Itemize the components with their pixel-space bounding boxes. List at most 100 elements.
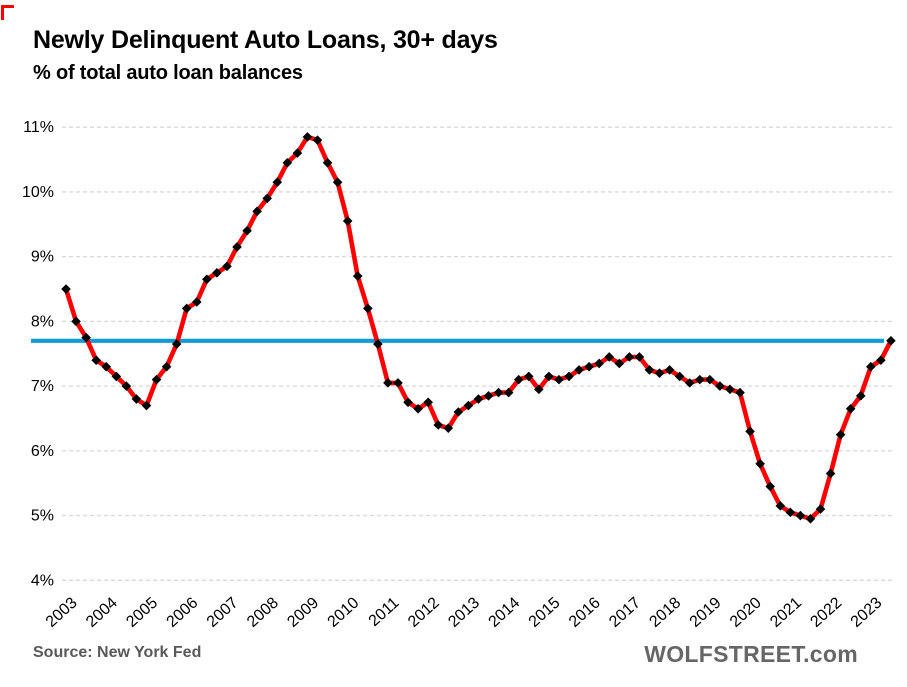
x-axis-tick-label: 2010 <box>325 594 363 631</box>
data-point-marker <box>584 361 594 372</box>
x-axis-tick-label: 2017 <box>606 594 644 631</box>
data-point-marker <box>232 242 242 252</box>
data-point-marker <box>886 335 896 346</box>
data-point-marker <box>513 374 524 385</box>
data-point-marker <box>674 371 685 382</box>
data-point-marker <box>373 339 383 349</box>
x-axis-tick-label: 2021 <box>767 594 805 631</box>
x-axis-tick-label: 2005 <box>123 594 161 631</box>
data-point-marker <box>191 297 202 307</box>
data-point-marker <box>614 358 625 369</box>
chart-subtitle: % of total auto loan balances <box>33 62 303 84</box>
data-point-marker <box>413 403 423 414</box>
data-point-marker <box>604 352 615 362</box>
data-point-marker <box>855 391 866 401</box>
data-point-marker <box>876 355 886 366</box>
data-point-marker <box>815 504 826 514</box>
data-point-marker <box>433 420 444 430</box>
y-axis-tick-label: 7% <box>31 378 54 395</box>
data-point-marker <box>292 148 303 158</box>
data-point-marker <box>302 132 313 142</box>
data-point-marker <box>212 268 222 278</box>
data-point-marker <box>594 358 604 369</box>
y-axis-tick-label: 4% <box>31 572 54 589</box>
watermark-label: WOLFSTREET.com <box>644 641 858 667</box>
data-point-marker <box>383 378 393 388</box>
data-point-marker <box>735 387 745 398</box>
data-line <box>63 134 894 522</box>
data-point-marker <box>141 400 152 411</box>
data-point-marker <box>282 157 293 168</box>
x-axis-tick-label: 2022 <box>807 594 845 631</box>
data-point-marker <box>61 284 71 294</box>
data-point-marker <box>634 352 645 362</box>
x-axis-tick-label: 2007 <box>204 594 242 631</box>
red-corner-mark <box>1 5 14 20</box>
data-point-marker <box>554 374 564 385</box>
data-point-marker <box>624 352 635 362</box>
data-point-marker <box>342 216 353 226</box>
data-point-marker <box>473 394 484 404</box>
data-point-marker <box>423 397 433 408</box>
y-axis-tick-label: 8% <box>31 313 54 330</box>
data-point-marker <box>352 271 363 281</box>
data-point-marker <box>866 361 876 372</box>
x-axis-tick-label: 2013 <box>445 594 483 631</box>
data-point-marker <box>171 339 182 349</box>
data-point-marker <box>805 514 816 524</box>
data-point-marker <box>574 365 584 375</box>
data-point-marker <box>101 361 112 372</box>
data-point-marker <box>765 481 775 492</box>
data-point-marker <box>252 206 262 217</box>
data-point-marker <box>503 387 514 398</box>
x-axis-tick-label: 2006 <box>164 594 202 631</box>
data-point-marker <box>694 374 705 385</box>
x-axis-tick-label: 2008 <box>244 594 282 631</box>
data-point-marker <box>493 387 504 398</box>
data-point-marker <box>91 355 101 366</box>
data-point-marker <box>393 378 403 388</box>
data-point-marker <box>202 274 212 285</box>
x-axis-tick-label: 2016 <box>566 594 604 631</box>
data-point-marker <box>483 391 494 401</box>
y-axis-tick-label: 5% <box>31 508 54 525</box>
data-point-marker <box>443 423 454 433</box>
data-point-marker <box>242 225 252 236</box>
x-axis-tick-label: 2020 <box>727 594 765 631</box>
x-axis-tick-label: 2018 <box>646 594 684 631</box>
data-point-marker <box>151 374 162 385</box>
data-point-marker <box>161 361 172 372</box>
y-axis-tick-label: 6% <box>31 443 54 460</box>
y-axis-tick-label: 10% <box>22 184 54 201</box>
data-point-marker <box>705 374 715 385</box>
data-point-marker <box>222 261 232 272</box>
data-point-marker <box>332 177 343 188</box>
x-axis-tick-label: 2004 <box>83 594 121 631</box>
data-point-marker <box>181 303 192 314</box>
data-point-marker <box>775 501 786 511</box>
data-point-marker <box>534 384 544 395</box>
data-point-marker <box>272 177 283 188</box>
data-point-marker <box>795 510 806 521</box>
data-point-marker <box>363 303 373 314</box>
data-point-marker <box>403 397 413 408</box>
data-point-marker <box>111 371 122 382</box>
x-axis-tick-label: 2012 <box>405 594 443 631</box>
data-point-marker <box>262 193 272 204</box>
data-point-marker <box>131 394 142 404</box>
data-point-marker <box>544 371 554 382</box>
data-point-marker <box>664 365 675 375</box>
data-point-marker <box>453 407 464 417</box>
y-axis-tick-label: 11% <box>23 119 54 136</box>
data-point-marker <box>654 368 665 378</box>
y-axis-tick-label: 9% <box>31 249 54 266</box>
data-point-marker <box>725 384 735 395</box>
data-point-marker <box>745 426 755 437</box>
x-axis-tick-label: 2003 <box>43 594 81 631</box>
x-axis-tick-label: 2015 <box>526 594 564 631</box>
data-point-marker <box>322 157 333 168</box>
x-axis-tick-label: 2023 <box>848 594 886 631</box>
x-axis-tick-label: 2009 <box>284 594 322 631</box>
